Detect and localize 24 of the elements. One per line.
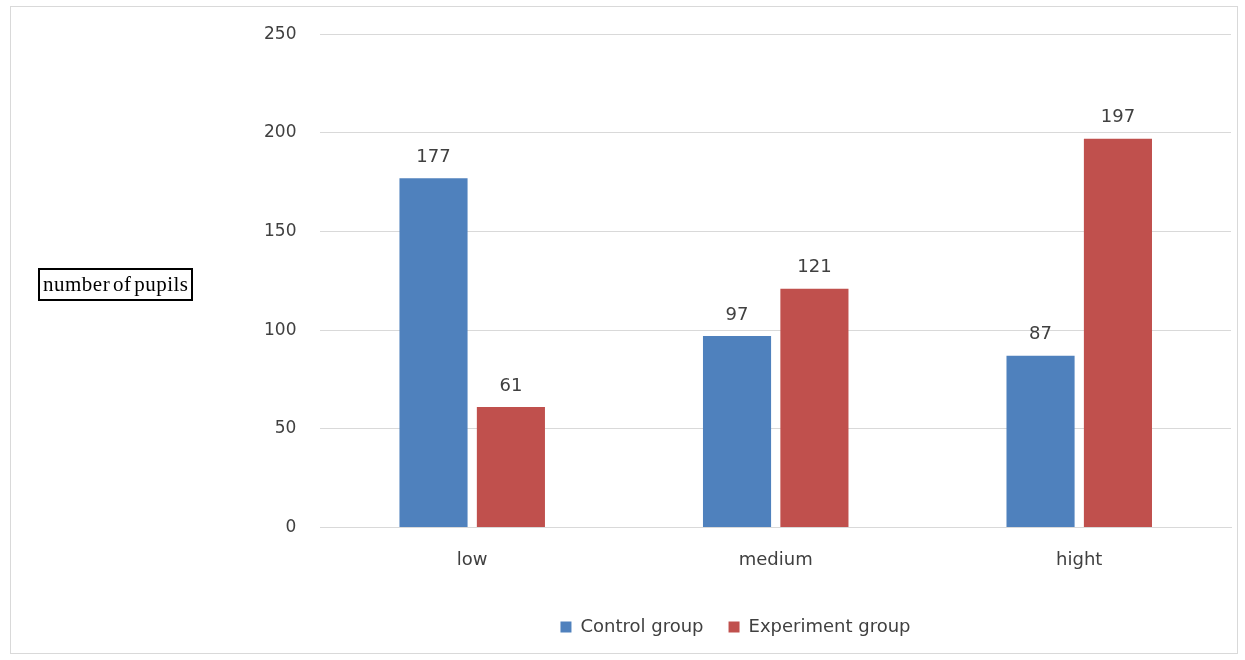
bar bbox=[780, 288, 849, 527]
legend-label: Experiment group bbox=[748, 614, 911, 636]
y-axis-title: number of pupils bbox=[38, 268, 194, 301]
data-label: 87 bbox=[1029, 322, 1052, 344]
data-label: 97 bbox=[725, 302, 749, 324]
data-label: 121 bbox=[797, 255, 832, 277]
data-label: 197 bbox=[1100, 105, 1136, 127]
y-tick-label: 100 bbox=[263, 318, 297, 339]
y-tick-label: 0 bbox=[285, 515, 297, 536]
bar bbox=[1006, 355, 1075, 527]
bar bbox=[476, 407, 545, 527]
bar bbox=[1083, 138, 1152, 527]
data-label: 61 bbox=[499, 373, 523, 395]
y-tick-label: 200 bbox=[263, 121, 297, 142]
x-tick-label: low bbox=[456, 547, 488, 569]
x-tick-label: hight bbox=[1056, 547, 1103, 569]
y-tick-label: 50 bbox=[274, 417, 297, 438]
bar bbox=[702, 336, 772, 527]
x-tick-label: medium bbox=[738, 547, 813, 569]
data-label: 177 bbox=[416, 144, 451, 166]
y-tick-label: 150 bbox=[263, 219, 297, 240]
bar bbox=[399, 178, 468, 527]
y-tick-label: 250 bbox=[263, 22, 297, 43]
legend-label: Control group bbox=[580, 614, 704, 636]
